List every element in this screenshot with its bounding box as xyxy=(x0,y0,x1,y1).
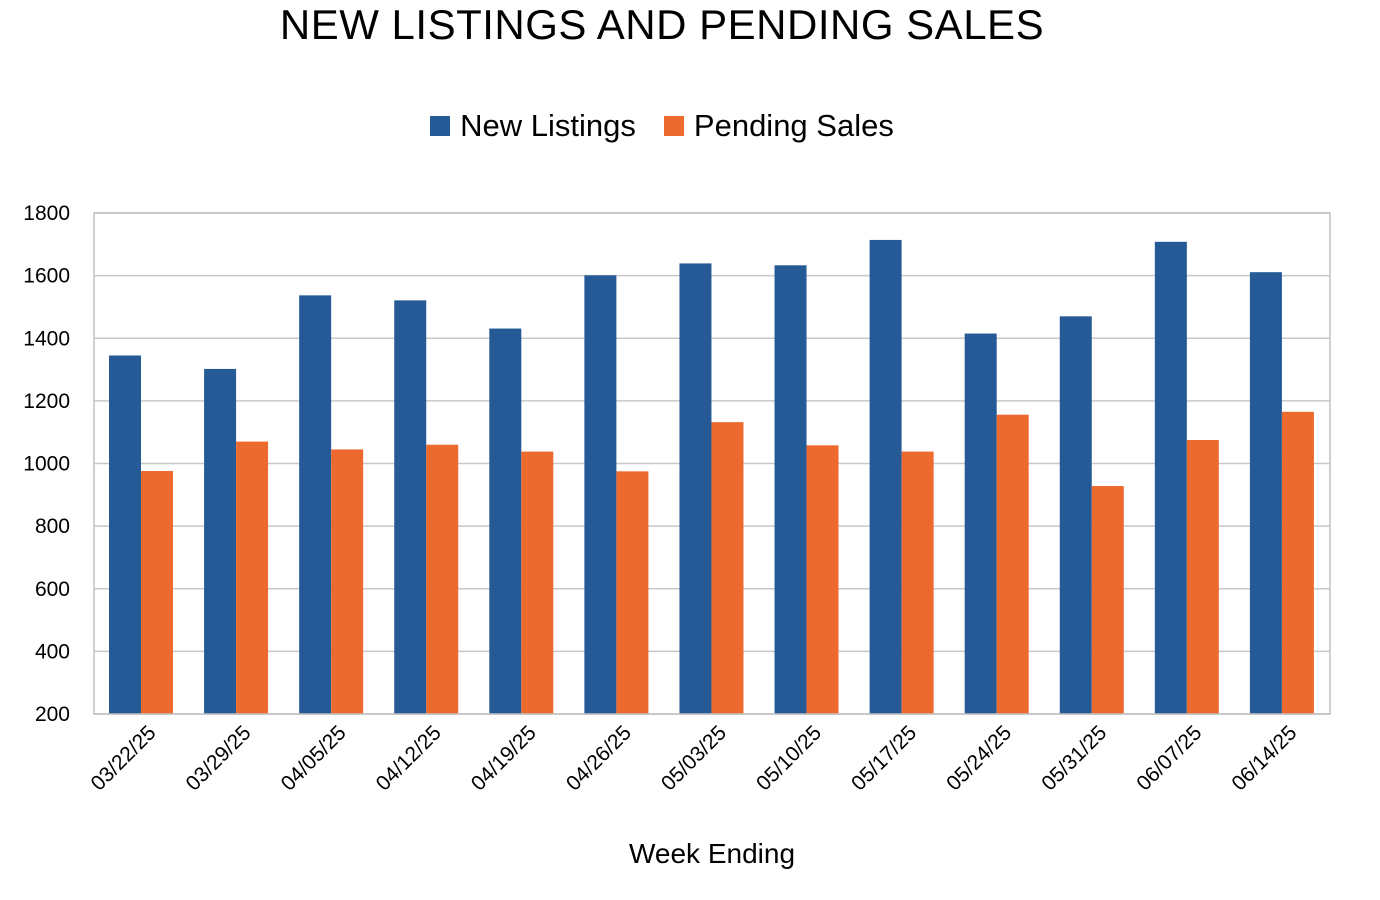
bar-new-listings xyxy=(869,239,902,714)
y-tick-label: 600 xyxy=(35,578,70,601)
x-tick-label: 05/10/25 xyxy=(752,721,826,795)
bar-new-listings xyxy=(584,275,617,714)
bar-new-listings xyxy=(299,295,332,714)
x-tick-label: 05/24/25 xyxy=(942,721,1016,795)
y-tick-label: 400 xyxy=(35,640,70,663)
x-tick-label: 03/29/25 xyxy=(182,721,256,795)
bar-new-listings xyxy=(204,368,237,714)
x-tick-label: 06/07/25 xyxy=(1132,721,1206,795)
x-tick-label: 05/17/25 xyxy=(847,721,921,795)
bar-pending-sales xyxy=(1186,440,1219,714)
y-tick-label: 200 xyxy=(35,703,70,726)
bar-pending-sales xyxy=(616,471,649,714)
y-axis-ticks: 200 400 600 800 1000 1200 1400 1600 1800 xyxy=(23,202,70,726)
bar-new-listings xyxy=(679,263,712,714)
y-tick-label: 1800 xyxy=(23,202,70,225)
bar-new-listings xyxy=(964,333,997,714)
bar-pending-sales xyxy=(996,414,1029,714)
legend-swatch-pending-sales xyxy=(663,116,684,136)
chart-title: NEW LISTINGS AND PENDING SALES xyxy=(279,1,1045,48)
plot-frame xyxy=(93,212,1331,715)
x-tick-label: 03/22/25 xyxy=(86,721,160,795)
bar-pending-sales xyxy=(331,449,364,714)
bar-pending-sales xyxy=(1091,486,1124,714)
bar-pending-sales xyxy=(711,422,744,714)
legend-label-new-listings: New Listings xyxy=(460,108,636,143)
bar-new-listings xyxy=(1249,272,1282,714)
bar-pending-sales xyxy=(901,451,934,714)
bar-pending-sales xyxy=(1281,411,1314,714)
bar-pending-sales xyxy=(141,471,173,714)
bar-new-listings xyxy=(489,328,522,714)
bar-pending-sales xyxy=(521,451,554,714)
legend-item-pending-sales: Pending Sales xyxy=(663,108,894,144)
y-tick-label: 1200 xyxy=(23,390,70,413)
x-tick-label: 04/19/25 xyxy=(467,721,541,795)
bar-new-listings xyxy=(1154,241,1187,714)
y-tick-label: 1000 xyxy=(23,453,70,476)
x-tick-label: 04/05/25 xyxy=(277,721,351,795)
bar-pending-sales xyxy=(806,445,839,714)
bar-pending-sales xyxy=(236,441,269,714)
x-tick-label: 04/26/25 xyxy=(562,721,636,795)
x-tick-label: 05/03/25 xyxy=(657,721,731,795)
bar-pending-sales xyxy=(426,444,459,714)
bars xyxy=(109,239,1314,714)
bar-new-listings xyxy=(394,300,427,714)
bar-new-listings xyxy=(1059,316,1092,714)
bar-new-listings xyxy=(109,355,141,714)
y-tick-label: 1600 xyxy=(23,265,70,288)
legend: New Listings Pending Sales xyxy=(0,108,1324,144)
x-axis-ticks: 03/22/25 03/29/25 04/05/25 04/12/25 04/19/25… xyxy=(86,721,1301,795)
legend-swatch-new-listings xyxy=(430,116,451,136)
x-tick-label: 05/31/25 xyxy=(1037,721,1111,795)
x-tick-label: 06/14/25 xyxy=(1227,721,1301,795)
legend-item-new-listings: New Listings xyxy=(430,108,636,144)
y-tick-label: 800 xyxy=(35,515,70,538)
x-axis-title: Week Ending xyxy=(628,838,796,869)
x-tick-label: 04/12/25 xyxy=(372,721,446,795)
legend-label-pending-sales: Pending Sales xyxy=(693,108,894,143)
y-tick-label: 1400 xyxy=(23,327,70,350)
bar-new-listings xyxy=(774,265,807,714)
